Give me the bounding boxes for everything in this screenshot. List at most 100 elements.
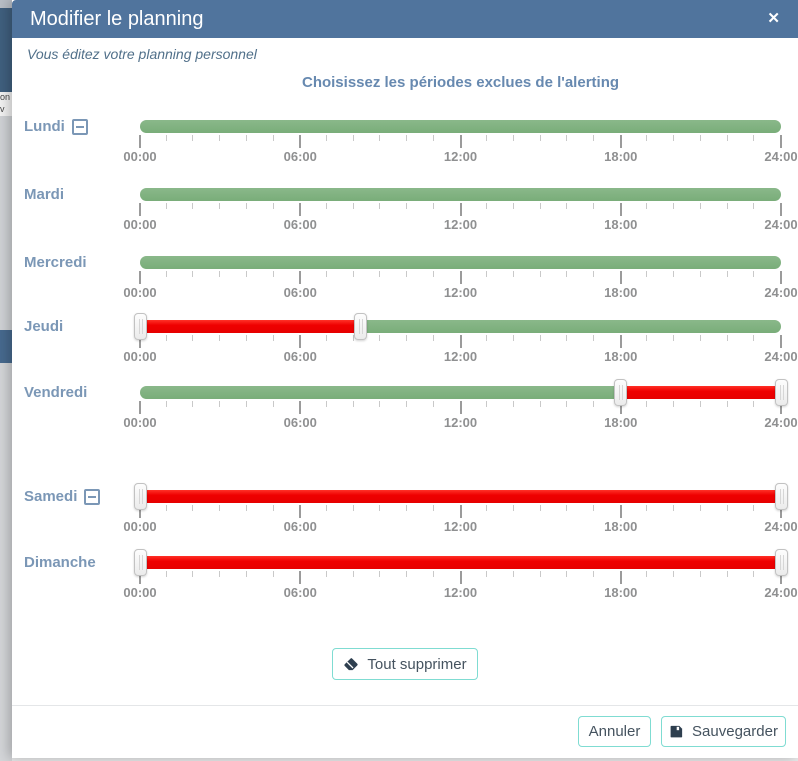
minor-tick <box>646 335 648 341</box>
minor-tick <box>245 135 247 141</box>
minor-tick <box>566 135 568 141</box>
minor-tick <box>325 135 327 141</box>
time-slider-mercredi: 00:00 06:00 12:00 18:00 24:00 <box>123 256 798 300</box>
minor-tick <box>566 203 568 209</box>
minor-tick <box>165 335 167 341</box>
minor-tick <box>352 135 354 141</box>
slider-handle[interactable] <box>774 379 788 406</box>
background-block <box>0 0 12 8</box>
collapse-minus-icon[interactable] <box>71 118 88 135</box>
minor-tick <box>379 505 381 511</box>
background-page-sliver: on v <box>0 0 12 761</box>
minor-tick <box>352 401 354 407</box>
minor-tick <box>699 271 701 277</box>
minor-tick <box>539 203 541 209</box>
time-slider-vendredi: 00:00 06:00 12:00 18:00 24:00 <box>123 379 798 430</box>
save-disk-icon <box>669 724 684 739</box>
minor-tick <box>512 571 514 577</box>
slider-handle[interactable] <box>133 549 147 576</box>
save-button[interactable]: Sauvegarder <box>661 716 786 747</box>
active-period-segment <box>140 188 781 201</box>
tick-label: 12:00 <box>443 415 478 430</box>
minor-tick <box>753 203 755 209</box>
major-tick <box>459 271 462 284</box>
slider-track-mercredi[interactable] <box>140 256 781 269</box>
minor-tick <box>165 401 167 407</box>
minor-tick <box>245 203 247 209</box>
slider-track-lundi[interactable] <box>140 120 781 133</box>
minor-tick <box>726 571 728 577</box>
minor-tick <box>699 571 701 577</box>
minor-tick <box>352 505 354 511</box>
tick-label: 00:00 <box>123 285 157 300</box>
tick-label: 06:00 <box>283 285 317 300</box>
minor-tick <box>325 335 327 341</box>
minor-tick <box>646 271 648 277</box>
minor-tick <box>566 505 568 511</box>
modal-subtitle: Vous éditez votre planning personnel <box>27 46 257 62</box>
tick-label: 00:00 <box>123 149 157 164</box>
minor-tick <box>646 401 648 407</box>
clear-all-button[interactable]: Tout supprimer <box>332 648 478 680</box>
minor-tick <box>699 135 701 141</box>
minor-tick <box>352 571 354 577</box>
day-label-text: Jeudi <box>24 318 64 335</box>
minor-tick <box>486 271 488 277</box>
slider-handle[interactable] <box>774 549 788 576</box>
minor-tick <box>512 335 514 341</box>
slider-handle[interactable] <box>133 483 147 510</box>
minor-tick <box>245 505 247 511</box>
excluded-period-segment <box>140 556 781 569</box>
day-label-jeudi: Jeudi <box>24 313 63 340</box>
background-bottom-edge <box>12 758 798 761</box>
minor-tick <box>539 505 541 511</box>
slider-handle[interactable] <box>133 313 147 340</box>
minor-tick <box>646 135 648 141</box>
minor-tick <box>593 135 595 141</box>
minor-tick <box>699 505 701 511</box>
slider-handle[interactable] <box>353 313 367 340</box>
slider-track-samedi[interactable] <box>140 490 781 503</box>
tick-label: 18:00 <box>604 415 638 430</box>
major-tick <box>780 505 782 518</box>
excluded-period-segment <box>620 386 781 399</box>
major-tick <box>459 571 462 584</box>
minor-tick <box>593 203 595 209</box>
slider-track-vendredi[interactable] <box>140 386 781 399</box>
major-tick <box>619 335 622 348</box>
tick-label: 12:00 <box>443 585 478 600</box>
close-icon[interactable]: ✕ <box>763 0 784 38</box>
day-row-dimanche: Dimanche 00:00 06:00 12:00 18:00 24:00 <box>12 536 798 600</box>
time-slider-mardi: 00:00 06:00 12:00 18:00 24:00 <box>123 188 798 232</box>
tick-label: 18:00 <box>604 585 638 600</box>
major-tick <box>299 335 302 348</box>
minor-tick <box>192 571 194 577</box>
minor-tick <box>753 135 755 141</box>
major-tick <box>780 335 782 348</box>
active-period-segment <box>360 320 781 333</box>
slider-handle[interactable] <box>614 379 628 406</box>
minor-tick <box>753 401 755 407</box>
slider-track-mardi[interactable] <box>140 188 781 201</box>
minor-tick <box>699 203 701 209</box>
major-tick <box>780 203 782 216</box>
minor-tick <box>539 135 541 141</box>
major-tick <box>299 135 302 148</box>
major-tick <box>780 271 782 284</box>
minor-tick <box>566 271 568 277</box>
tick-label: 24:00 <box>764 519 798 534</box>
slider-track-jeudi[interactable] <box>140 320 781 333</box>
background-block <box>0 8 12 92</box>
major-tick <box>619 571 622 584</box>
eraser-icon <box>343 656 359 672</box>
cancel-button[interactable]: Annuler <box>578 716 651 747</box>
slider-handle[interactable] <box>774 483 788 510</box>
slider-track-dimanche[interactable] <box>140 556 781 569</box>
minor-tick <box>593 401 595 407</box>
minor-tick <box>432 401 434 407</box>
minor-tick <box>539 271 541 277</box>
collapse-minus-icon[interactable] <box>84 488 101 505</box>
minor-tick <box>219 571 221 577</box>
day-label-text: Vendredi <box>24 384 88 401</box>
tick-label: 00:00 <box>123 585 157 600</box>
